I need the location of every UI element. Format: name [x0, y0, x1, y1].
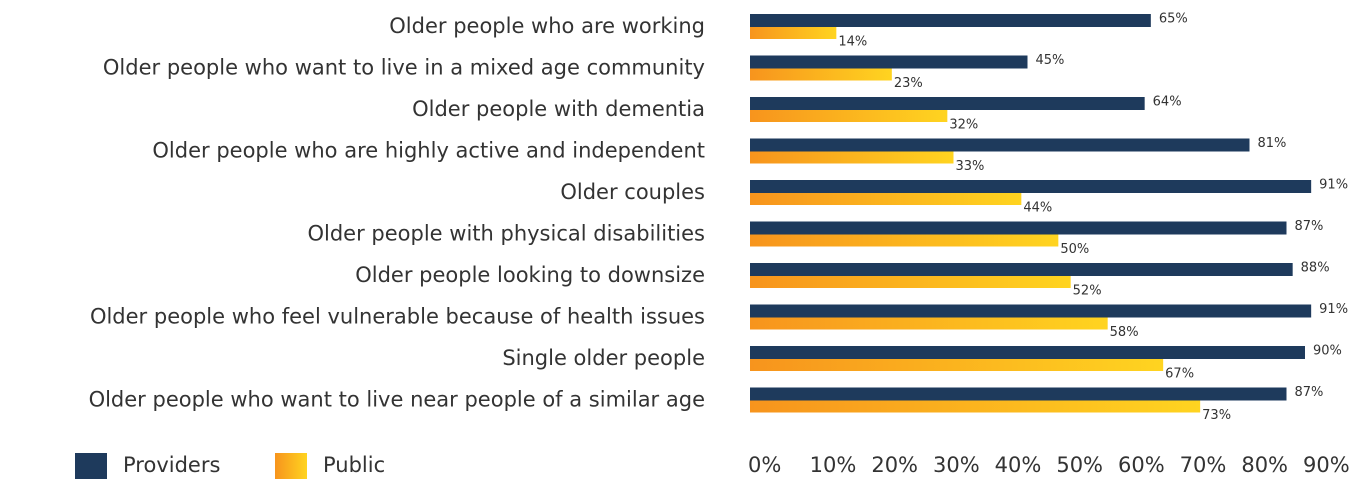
bar: [750, 346, 1305, 359]
value-label: 90%: [1313, 344, 1342, 359]
value-label: 32%: [949, 118, 978, 133]
bar: [750, 359, 1164, 371]
category-label: Older people who are highly active and i…: [152, 139, 705, 163]
legend-swatch: [75, 453, 107, 479]
value-label: 44%: [1023, 201, 1052, 216]
x-tick-label: 0%: [748, 453, 781, 477]
legend-label: Providers: [123, 453, 220, 477]
value-label: 64%: [1153, 95, 1182, 110]
x-tick-label: 60%: [1118, 453, 1165, 477]
category-label: Older people with dementia: [412, 97, 705, 121]
bar: [750, 180, 1312, 193]
category-label: Older people who want to live near peopl…: [89, 388, 705, 412]
bar: [750, 234, 1059, 247]
value-label: 91%: [1319, 302, 1348, 317]
value-label: 67%: [1165, 367, 1194, 382]
x-tick-label: 30%: [933, 453, 980, 477]
bar: [750, 110, 948, 122]
value-label: 87%: [1295, 385, 1324, 400]
bar: [750, 387, 1287, 401]
bar: [750, 97, 1145, 110]
category-label: Older people looking to downsize: [355, 263, 705, 287]
value-label: 14%: [838, 35, 867, 50]
value-label: 52%: [1073, 284, 1102, 299]
value-label: 50%: [1060, 242, 1089, 257]
bar: [750, 14, 1151, 27]
bar: [750, 263, 1293, 276]
category-label: Older couples: [560, 180, 705, 204]
bar: [750, 317, 1108, 330]
bar: [750, 221, 1287, 235]
value-label: 33%: [956, 159, 985, 174]
legend-swatch: [275, 453, 307, 479]
bar: [750, 68, 892, 81]
bar: [750, 151, 954, 164]
value-label: 23%: [894, 76, 923, 91]
bar: [750, 276, 1071, 288]
value-label: 81%: [1258, 136, 1287, 151]
value-label: 65%: [1159, 12, 1188, 27]
x-tick-label: 10%: [810, 453, 857, 477]
x-tick-label: 90%: [1303, 453, 1350, 477]
value-label: 58%: [1110, 325, 1139, 340]
category-label: Older people who feel vulnerable because…: [90, 305, 705, 329]
bar: [750, 138, 1250, 152]
x-tick-label: 20%: [871, 453, 918, 477]
bar: [750, 27, 837, 39]
bar: [750, 193, 1022, 205]
value-label: 91%: [1319, 178, 1348, 193]
category-label: Single older people: [502, 346, 705, 370]
x-tick-label: 80%: [1241, 453, 1288, 477]
bar: [750, 55, 1028, 69]
bar: [750, 400, 1201, 413]
bar: [750, 304, 1312, 318]
category-label: Older people with physical disabilities: [307, 222, 705, 246]
x-tick-label: 40%: [995, 453, 1042, 477]
category-label: Older people who are working: [389, 14, 705, 38]
value-label: 87%: [1295, 219, 1324, 234]
legend-label: Public: [323, 453, 385, 477]
value-label: 73%: [1202, 408, 1231, 423]
x-tick-label: 50%: [1056, 453, 1103, 477]
category-label: Older people who want to live in a mixed…: [103, 56, 705, 80]
value-label: 88%: [1301, 261, 1330, 276]
x-tick-label: 70%: [1180, 453, 1227, 477]
value-label: 45%: [1036, 53, 1065, 68]
